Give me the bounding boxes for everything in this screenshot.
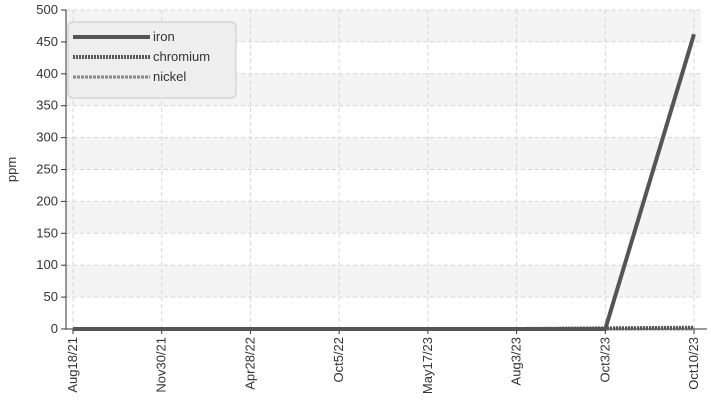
x-tick-labels: Aug18/21 Nov30/21 Apr28/22 Oct5/22 May17/23 A… [65,337,701,394]
y-axis-label: ppm [4,157,19,182]
x-tick-label: May17/23 [420,337,435,394]
series-line-iron [73,33,696,331]
plot-band [66,265,701,298]
y-tick-label: 50 [44,289,58,304]
legend-label-chromium: chromium [153,49,210,64]
x-tick-label: Aug18/21 [65,337,80,393]
y-tick-label: 500 [36,2,58,17]
y-tick-label: 300 [36,130,58,145]
y-tick-label: 450 [36,34,58,49]
y-tick-label: 100 [36,257,58,272]
y-tick-label: 250 [36,162,58,177]
legend-box [67,21,237,99]
x-tick-label: Aug3/23 [509,337,524,385]
legend-label-nickel: nickel [153,69,186,84]
y-tick-label: 350 [36,98,58,113]
series-lines [73,33,696,331]
plot-band [66,137,701,170]
x-tick-label: Oct3/23 [597,337,612,383]
y-tick-label: 200 [36,193,58,208]
legend-label-iron: iron [153,29,175,44]
x-tick-label: Oct10/23 [686,337,701,390]
x-tick-label: Nov30/21 [154,337,169,393]
y-tick-label: 0 [51,321,58,336]
y-tick-label: 400 [36,66,58,81]
x-tick-label: Oct5/22 [331,337,346,383]
y-tick-label: 150 [36,225,58,240]
x-tick-label: Apr28/22 [242,337,257,390]
plot-band [66,201,701,234]
y-tick-labels: 0 50 100 150 200 250 300 350 400 450 500 [36,2,58,336]
legend: iron chromium nickel [67,21,237,99]
